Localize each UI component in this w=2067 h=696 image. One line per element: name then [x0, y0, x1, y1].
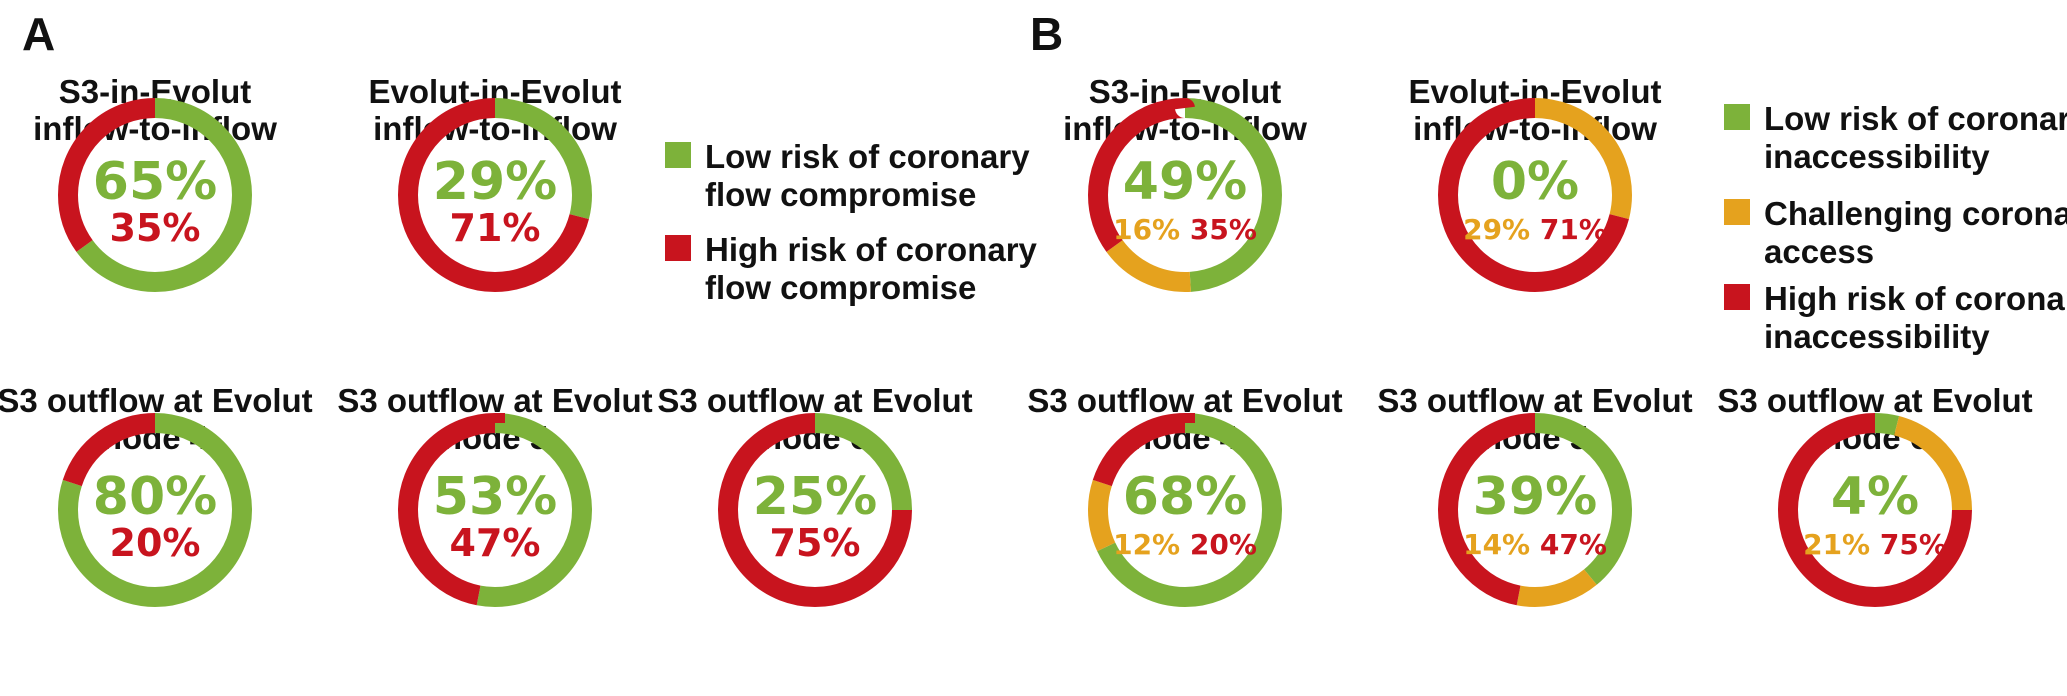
value-label-high: 71%: [1540, 213, 1607, 246]
donut-segment-high: [1088, 413, 1282, 607]
value-label-high: 47%: [1540, 528, 1607, 561]
donut-segment-challenging: [1088, 413, 1282, 607]
legend-item-high: High risk of coronary inaccessibility: [1724, 280, 2067, 355]
value-label-low: 65%: [93, 152, 217, 212]
value-label-challenging: 16%: [1113, 213, 1190, 246]
value-label-low: 39%: [1473, 467, 1597, 527]
donut-segment-high: [1778, 413, 1972, 607]
donut-segment-challenging: [1438, 413, 1632, 607]
value-label-low: 4%: [1831, 467, 1919, 527]
legend-swatch: [665, 142, 691, 168]
value-label-high: 20%: [1190, 528, 1257, 561]
donut-title-line: S3 outflow at Evolut: [657, 382, 972, 419]
value-label-row: 16% 35%: [1113, 213, 1257, 246]
legend-label: High risk of coronary inaccessibility: [1764, 280, 2067, 355]
value-label-challenging: 14%: [1463, 528, 1540, 561]
legend-swatch: [1724, 199, 1750, 225]
donut-title-line: S3 outflow at Evolut: [337, 382, 652, 419]
donut-segment-challenging: [1778, 413, 1972, 607]
value-label-low: 53%: [433, 467, 557, 527]
value-label-high: 71%: [450, 206, 541, 250]
legend-item-low: Low risk of coronary inaccessibility: [1724, 100, 2067, 175]
donut-segment-high: [1438, 413, 1632, 607]
donut-segment-high: [398, 98, 592, 292]
value-label-low: 80%: [93, 467, 217, 527]
legend-item-challenging: Challenging coronaryaccess: [1724, 195, 2067, 270]
value-label-challenging: 12%: [1113, 528, 1190, 561]
legend-label: Low risk of coronary inaccessibility: [1764, 100, 2067, 175]
donut-segment-high: [58, 413, 252, 607]
value-label-low: 68%: [1123, 467, 1247, 527]
value-label-low: 29%: [433, 152, 557, 212]
legend-label: Challenging coronaryaccess: [1764, 195, 2067, 270]
donut-segment-high: [398, 413, 592, 607]
donut-title-line: S3 outflow at Evolut: [1027, 382, 1342, 419]
donut-segment-challenging: [1088, 98, 1282, 292]
value-label-high: 35%: [1190, 213, 1257, 246]
value-label-row: 12% 20%: [1113, 528, 1257, 561]
legend-item-high: High risk of coronary flow compromise: [665, 231, 1038, 306]
value-label-challenging: 29%: [1463, 213, 1540, 246]
legend-label: High risk of coronary flow compromise: [705, 231, 1038, 306]
value-label-high: 75%: [770, 521, 861, 565]
value-label-row: 14% 47%: [1463, 528, 1607, 561]
donut-segment-high: [58, 98, 252, 292]
value-label-challenging: 21%: [1803, 528, 1880, 561]
panel-label-a: A: [22, 8, 55, 60]
panel-label-b: B: [1030, 8, 1063, 60]
value-label-high: 47%: [450, 521, 541, 565]
value-label-high: 35%: [110, 206, 201, 250]
value-label-low: 25%: [753, 467, 877, 527]
legend-swatch: [1724, 284, 1750, 310]
value-label-low: 0%: [1491, 152, 1579, 212]
donut-title-line: S3 outflow at Evolut: [1717, 382, 2032, 419]
legend-swatch: [665, 235, 691, 261]
value-label-row: 21% 75%: [1803, 528, 1947, 561]
donut-title-line: S3 outflow at Evolut: [0, 382, 313, 419]
value-label-high: 20%: [110, 521, 201, 565]
donut-segment-high: [1088, 98, 1282, 292]
value-label-row: 29% 71%: [1463, 213, 1607, 246]
legend-swatch: [1724, 104, 1750, 130]
value-label-low: 49%: [1123, 152, 1247, 212]
donut-title-line: S3 outflow at Evolut: [1377, 382, 1692, 419]
legends: Low risk of coronary flow compromise High …: [665, 100, 2067, 355]
legend-label: Low risk of coronary flow compromise: [705, 138, 1030, 213]
donut-segment-high: [718, 413, 912, 607]
legend-item-low: Low risk of coronary flow compromise: [665, 138, 1030, 213]
donut-segment-high: [1438, 98, 1632, 292]
value-label-high: 75%: [1880, 528, 1947, 561]
